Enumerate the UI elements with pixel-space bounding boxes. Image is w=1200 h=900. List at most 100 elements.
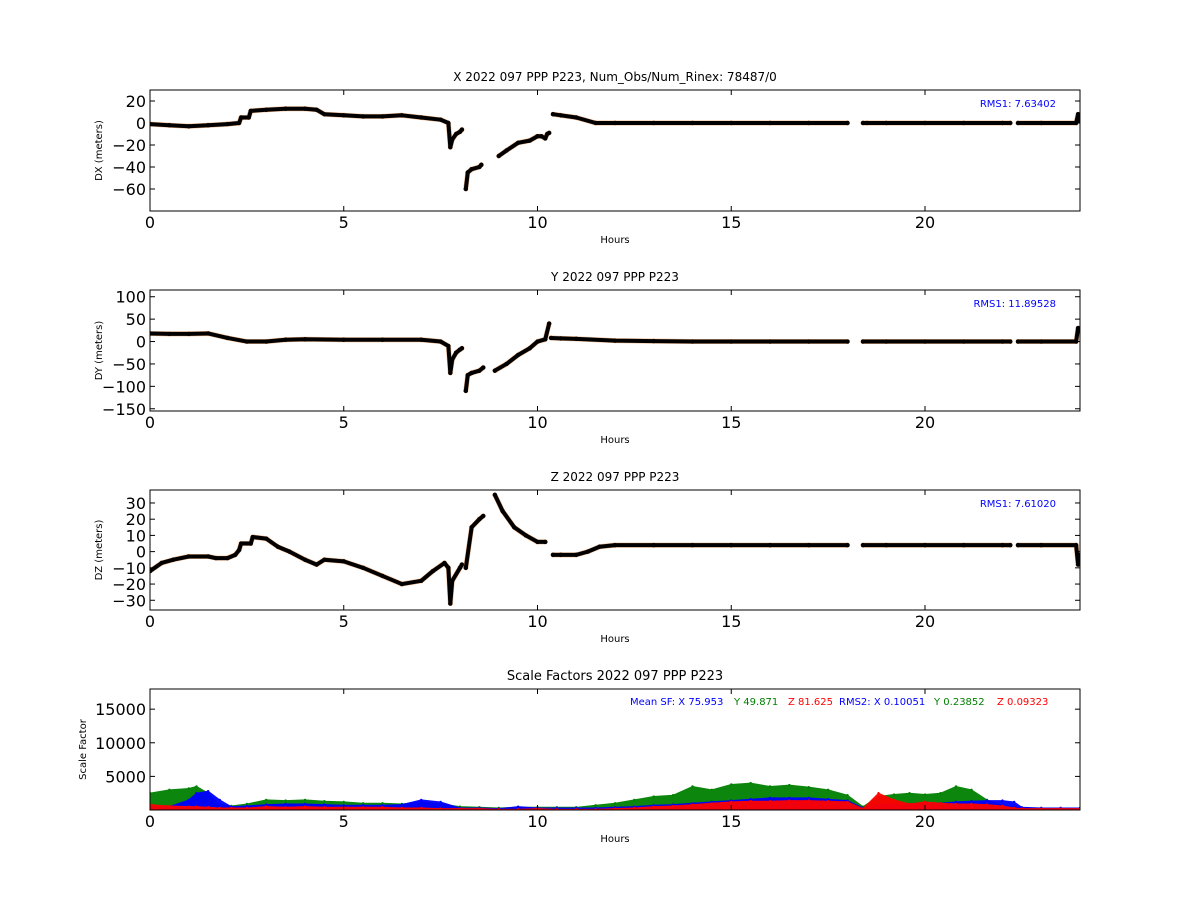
scale-factor-point-z — [877, 791, 880, 795]
scale-factor-point-x — [1001, 799, 1004, 802]
solution-point — [264, 107, 269, 113]
y-tick-label: 20 — [126, 510, 146, 529]
solution-point — [150, 331, 153, 336]
scale-factor-point-z — [265, 805, 268, 808]
solution-point — [1000, 339, 1005, 344]
solution-point — [283, 337, 288, 342]
solution-point — [845, 120, 850, 126]
solution-point — [543, 539, 548, 545]
solution-point — [438, 117, 443, 122]
solution-point — [264, 339, 269, 344]
solution-point — [1015, 339, 1021, 344]
solution-point — [612, 338, 618, 343]
solution-point — [543, 337, 548, 342]
solution-point — [492, 492, 498, 498]
scale-factor-point-y — [710, 788, 714, 792]
solution-point — [246, 115, 252, 120]
solution-point — [225, 555, 230, 561]
solution-point — [380, 573, 385, 579]
scale-factor-point-x — [985, 799, 989, 802]
solution-point — [884, 542, 889, 548]
scale-factor-point-y — [245, 802, 249, 806]
solution-point — [1015, 120, 1021, 126]
scale-factor-point-x — [1012, 800, 1016, 804]
x-tick-label: 5 — [339, 213, 349, 232]
scale-factor-point-y — [768, 785, 772, 788]
solution-point — [465, 372, 470, 378]
solution-point — [961, 120, 966, 126]
y-axis-label: DX (meters) — [94, 120, 105, 181]
solution-point — [442, 560, 447, 566]
scale-factor-point-y — [908, 791, 911, 795]
scale-factor-point-x — [381, 804, 384, 807]
scale-factor-point-x — [187, 798, 190, 802]
solution-point — [496, 153, 501, 159]
solution-point — [450, 137, 455, 142]
solution-point — [380, 114, 385, 119]
solution-point — [314, 562, 319, 567]
rms2-y-annotation: Y 0.23852 — [933, 697, 985, 708]
scale-factor-point-z — [1001, 804, 1004, 808]
y-axis-label: DZ (meters) — [94, 519, 105, 580]
solution-point — [546, 130, 552, 136]
solution-point — [302, 337, 308, 342]
solution-point — [244, 339, 250, 344]
solution-point — [515, 352, 521, 358]
solution-point — [1000, 120, 1005, 126]
y-tick-label: −30 — [112, 591, 146, 610]
solution-point — [205, 331, 211, 336]
solution-point — [248, 108, 253, 114]
solution-point — [283, 106, 288, 111]
solution-point — [550, 552, 556, 558]
scale-factor-point-z — [826, 800, 830, 803]
solution-point — [535, 134, 540, 139]
solution-point — [1077, 326, 1080, 332]
solution-point — [558, 336, 563, 341]
y-tick-label: 10 — [126, 526, 146, 545]
solution-point — [539, 134, 544, 139]
scale-factor-point-y — [323, 800, 326, 803]
solution-point — [597, 544, 602, 549]
solution-point — [459, 127, 465, 132]
solution-point — [767, 339, 773, 344]
solution-point — [322, 112, 327, 117]
solution-point — [546, 321, 552, 326]
scale-factor-point-z — [478, 807, 481, 810]
scale-factor-point-x — [954, 800, 958, 804]
scale-factor-point-z — [613, 807, 617, 810]
solution-point — [806, 542, 811, 548]
scale-factor-point-z — [985, 803, 989, 806]
solution-point — [233, 552, 238, 558]
solution-point — [399, 113, 405, 118]
scale-factor-point-y — [303, 798, 307, 802]
plots-layer: 0 5 10 15 20 20 0 −20 −40 −60 X 2022 097 PPP P223,… — [78, 70, 1081, 845]
x-tick-label: 20 — [915, 213, 935, 232]
x-tick-label: 10 — [527, 413, 547, 432]
axes-frame-2 — [149, 489, 1081, 611]
scale-factor-point-y — [168, 788, 171, 792]
solution-point — [535, 539, 540, 545]
solution-point — [186, 554, 191, 559]
scale-factor-point-z — [439, 807, 442, 810]
scale-factor-point-z — [652, 805, 655, 808]
plot-area-0 — [150, 106, 1080, 192]
solution-point — [171, 557, 176, 562]
solution-point — [167, 331, 172, 337]
x-tick-label: 0 — [145, 413, 155, 432]
y-tick-label: −60 — [112, 180, 146, 199]
scale-factor-point-y — [342, 800, 345, 804]
x-tick-label: 5 — [339, 612, 349, 631]
chart-title: Y 2022 097 PPP P223 — [550, 270, 679, 284]
scale-factor-point-x — [439, 800, 442, 804]
solution-point — [450, 578, 455, 584]
solution-point — [419, 115, 424, 120]
scale-factor-point-x — [516, 805, 520, 808]
solution-point — [729, 339, 734, 344]
solution-point — [477, 368, 482, 373]
y-tick-label: −10 — [112, 559, 146, 578]
solution-point — [459, 562, 465, 567]
solution-point — [504, 361, 509, 367]
solution-point — [380, 337, 385, 342]
scale-factor-point-x — [303, 802, 307, 806]
scale-factor-point-y — [730, 783, 733, 786]
